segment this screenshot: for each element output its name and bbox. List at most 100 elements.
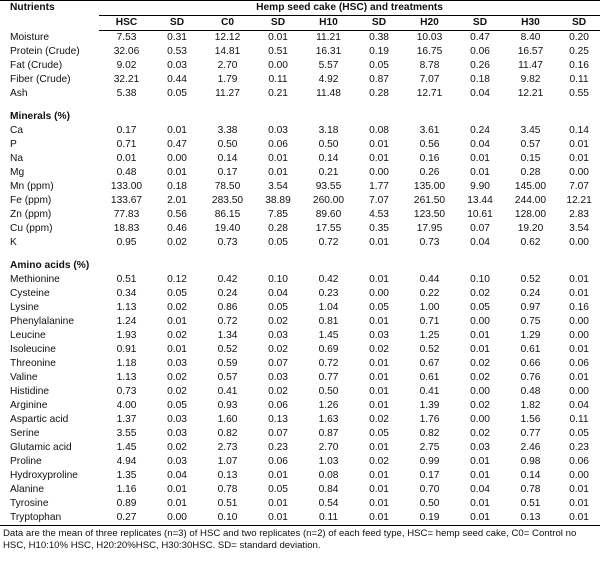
table-cell: 1.04 <box>318 302 339 313</box>
table-cell: 0.03 <box>268 125 288 136</box>
table-row: Cu (ppm) 18.83 0.46 19.40 0.28 17.55 0.35 17.95… <box>0 222 600 236</box>
table-row: Alanine 1.16 0.01 0.78 0.05 0.84 0.01 0.70 0.04 0… <box>0 483 600 497</box>
table-cell: 0.06 <box>470 46 490 57</box>
table-cell: 0.06 <box>569 456 589 467</box>
table-footnote: Data are the mean of three replicates (n… <box>3 528 577 551</box>
table-cell: 0.01 <box>569 498 589 509</box>
table-cell: 0.01 <box>470 167 490 178</box>
table-cell: 0.05 <box>167 288 187 299</box>
row-label: Zn (ppm) <box>10 209 52 220</box>
table-cell: 0.01 <box>369 274 389 285</box>
table-cell: 0.07 <box>268 428 288 439</box>
table-cell: 3.38 <box>217 125 238 136</box>
table-cell: 0.23 <box>268 442 288 453</box>
table-cell: 0.50 <box>419 498 440 509</box>
table-cell: 8.78 <box>419 60 440 71</box>
row-label: Hydroxyproline <box>10 470 78 481</box>
table-cell: 7.07 <box>569 181 589 192</box>
table-cell: 4.00 <box>116 400 137 411</box>
table-cell: 0.73 <box>217 237 238 248</box>
table-cell: 0.04 <box>470 237 490 248</box>
table-row: Methionine 0.51 0.12 0.42 0.10 0.42 0.01 0.44 0.… <box>0 273 600 287</box>
table-cell: 0.82 <box>217 428 238 439</box>
table-cell: 16.75 <box>416 46 443 57</box>
row-label: Fe (ppm) <box>10 195 52 206</box>
row-label: Fiber (Crude) <box>10 74 71 85</box>
table-cell: 0.07 <box>268 358 288 369</box>
table-cell: 16.31 <box>315 46 342 57</box>
column-header: HSC <box>99 15 154 31</box>
table-cell: 0.06 <box>268 400 288 411</box>
table-cell: 93.55 <box>315 181 342 192</box>
table-row: Tryptophan 0.27 0.00 0.10 0.01 0.11 0.01 0.19 0.… <box>0 511 600 526</box>
table-row: K 0.95 0.02 0.73 0.05 0.72 0.01 0.73 0.04 0.62 0.0… <box>0 236 600 250</box>
table-cell: 0.03 <box>470 442 490 453</box>
table-cell: 0.00 <box>470 414 490 425</box>
table-cell: 0.51 <box>268 46 288 57</box>
table-cell: 0.01 <box>470 498 490 509</box>
table-row: Protein (Crude) 32.06 0.53 14.81 0.51 16.31 0.… <box>0 45 600 59</box>
table-cell: 0.14 <box>569 125 589 136</box>
table-cell: 0.00 <box>154 511 200 526</box>
table-cell: 0.02 <box>268 386 288 397</box>
table-cell: 0.02 <box>470 358 490 369</box>
table-cell: 0.24 <box>520 288 541 299</box>
table-cell: 0.01 <box>356 511 402 526</box>
table-cell: 0.02 <box>470 428 490 439</box>
table-cell: 0.22 <box>419 288 440 299</box>
table-cell: 1.76 <box>419 414 440 425</box>
table-cell: 10.03 <box>416 32 443 43</box>
table-cell: 0.57 <box>520 139 541 150</box>
table-cell: 0.35 <box>369 223 389 234</box>
table-cell: 0.99 <box>419 456 440 467</box>
table-cell: 145.00 <box>514 181 547 192</box>
table-cell: 5.57 <box>318 60 339 71</box>
column-header: SD <box>356 15 402 31</box>
table-cell: 0.52 <box>419 344 440 355</box>
table-cell: 0.04 <box>470 88 490 99</box>
table-cell: 0.01 <box>569 484 589 495</box>
column-header: H20 <box>402 15 457 31</box>
table-cell: 0.03 <box>167 456 187 467</box>
table-cell: 0.44 <box>419 274 440 285</box>
column-header: H10 <box>301 15 356 31</box>
table-cell: 3.54 <box>569 223 589 234</box>
table-cell: 0.01 <box>268 32 288 43</box>
table-cell: 0.00 <box>569 470 589 481</box>
table-cell: 0.05 <box>268 237 288 248</box>
table-cell: 0.41 <box>217 386 238 397</box>
table-cell: 0.54 <box>318 498 339 509</box>
nutrient-table: Nutrients Hemp seed cake (HSC) and treat… <box>0 0 600 526</box>
table-cell: 0.01 <box>369 470 389 481</box>
row-label: Alanine <box>10 484 44 495</box>
table-cell: 0.73 <box>419 237 440 248</box>
table-cell: 1.45 <box>116 442 137 453</box>
table-cell: 17.95 <box>416 223 443 234</box>
table-cell: 0.34 <box>116 288 137 299</box>
table-cell: 0.77 <box>520 428 541 439</box>
table-cell: 0.01 <box>569 372 589 383</box>
table-cell: 1.34 <box>217 330 238 341</box>
table-cell: 0.19 <box>369 46 389 57</box>
table-row: Na 0.01 0.00 0.14 0.01 0.14 0.01 0.16 0.01 0.15 0.… <box>0 152 600 166</box>
table-cell: 1.63 <box>318 414 339 425</box>
table-cell: 0.69 <box>318 344 339 355</box>
group-heading: Amino acids (%) <box>10 260 90 271</box>
table-cell: 0.48 <box>116 167 137 178</box>
table-cell: 0.01 <box>470 344 490 355</box>
table-row: Ash 5.38 0.05 11.27 0.21 11.48 0.28 12.71 0.04 12… <box>0 87 600 101</box>
table-cell: 0.00 <box>569 237 589 248</box>
table-cell: 0.15 <box>520 153 541 164</box>
table-cell: 0.02 <box>268 344 288 355</box>
table-cell: 0.11 <box>268 74 288 85</box>
table-cell: 0.44 <box>167 74 187 85</box>
table-cell: 12.21 <box>566 195 592 206</box>
table-cell: 0.17 <box>419 470 440 481</box>
header-row-1: Nutrients Hemp seed cake (HSC) and treat… <box>0 0 600 31</box>
table-cell: 0.48 <box>520 386 541 397</box>
table-cell: 14.81 <box>214 46 241 57</box>
table-cell: 3.61 <box>419 125 440 136</box>
table-cell: 11.27 <box>215 88 240 99</box>
table-cell: 0.18 <box>167 181 187 192</box>
table-cell: 0.57 <box>217 372 238 383</box>
